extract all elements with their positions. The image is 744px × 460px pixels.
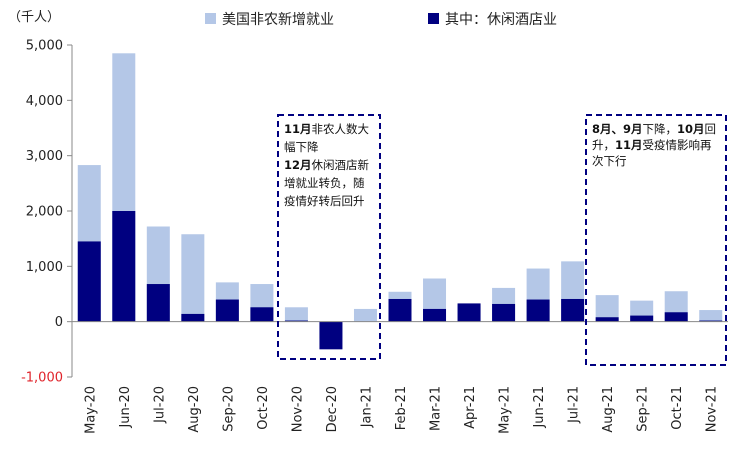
x-tick-label: Jul-20	[152, 386, 167, 424]
bar-leisure-Jul-21	[561, 298, 585, 322]
bar-total-Aug-21	[595, 295, 619, 322]
svg-text:次下行: 次下行	[592, 154, 627, 168]
annotation-box-2	[585, 114, 727, 366]
legend: 美国非农新增就业 其中：休闲酒店业	[205, 12, 557, 28]
bar-leisure-Jun-21	[526, 299, 550, 322]
bar-leisure-Nov-20	[284, 320, 308, 322]
bar-leisure-Oct-20	[250, 307, 274, 322]
x-axis-labels: May-20 Jun-20 Jul-20 Aug-20 Sep-20 Oct-20 Nov-…	[83, 386, 719, 434]
legend-swatch-total	[205, 13, 216, 24]
y-tick-label: 2,000	[26, 205, 63, 220]
legend-swatch-leisure	[428, 13, 439, 24]
x-tick-label: Sep-21	[636, 386, 651, 432]
x-tick-label: Aug-21	[601, 386, 616, 433]
x-tick-label: May-21	[498, 386, 513, 434]
y-tick-label: -1,000	[21, 371, 63, 386]
bar-total-Aug-20	[181, 234, 205, 322]
bar-leisure-Nov-21	[699, 320, 723, 322]
x-tick-label: Aug-20	[187, 386, 202, 433]
x-tick-label: Oct-21	[670, 386, 685, 430]
bar-total-Nov-21	[699, 310, 723, 322]
bar-leisure-Apr-21	[457, 303, 481, 322]
bar-leisure-Mar-21	[423, 308, 447, 322]
bar-leisure-Dec-20	[319, 321, 343, 350]
y-tick-label: 5,000	[26, 39, 63, 54]
x-tick-label: Jun-21	[532, 386, 547, 429]
bar-leisure-Sep-21	[630, 315, 654, 322]
x-tick-label: Nov-21	[705, 386, 720, 432]
unit-label: （千人）	[8, 10, 60, 25]
x-tick-label: Mar-21	[429, 386, 444, 431]
bar-leisure-Sep-20	[215, 299, 239, 322]
x-tick-label: Jan-21	[359, 386, 374, 428]
bar-leisure-Oct-21	[664, 312, 688, 322]
svg-text:12月休闲酒店新: 12月休闲酒店新	[284, 158, 370, 172]
legend-label-total: 美国非农新增就业	[222, 12, 334, 28]
y-tick-label: 1,000	[26, 260, 63, 275]
y-tick-label: 4,000	[26, 94, 63, 109]
svg-text:8月、9月下降，10月回: 8月、9月下降，10月回	[592, 122, 716, 136]
bar-total-Nov-20	[284, 307, 308, 322]
bar-leisure-Jul-20	[146, 284, 170, 322]
annotation-box-1	[277, 114, 381, 360]
svg-text:幅下降: 幅下降	[284, 140, 319, 154]
svg-text:增就业转负，随: 增就业转负，随	[284, 176, 365, 190]
x-tick-label: Jul-21	[567, 386, 582, 424]
bar-leisure-Feb-21	[388, 298, 412, 322]
bar-leisure-Aug-20	[181, 313, 205, 322]
bar-total-Jan-21	[353, 308, 377, 322]
x-tick-label: Feb-21	[394, 386, 409, 430]
bar-leisure-Aug-21	[595, 317, 619, 322]
x-tick-label: Oct-20	[256, 386, 271, 430]
y-axis: -1,000 0 1,000 2,000 3,000 4,000 5,000	[21, 39, 73, 386]
bar-leisure-May-20	[77, 241, 101, 322]
y-tick-label: 3,000	[26, 149, 63, 164]
bar-leisure-May-21	[492, 303, 516, 322]
legend-label-leisure: 其中：休闲酒店业	[445, 12, 557, 28]
y-tick-label: 0	[55, 315, 63, 330]
x-tick-label: May-20	[83, 386, 98, 434]
x-tick-label: Nov-20	[290, 386, 305, 432]
x-tick-label: Dec-20	[325, 386, 340, 432]
x-tick-label: Sep-20	[221, 386, 236, 432]
bars	[77, 53, 723, 350]
x-tick-label: Jun-20	[118, 386, 133, 429]
bar-leisure-Jun-20	[112, 211, 136, 322]
svg-text:11月非农人数大: 11月非农人数大	[284, 122, 370, 136]
svg-text:疫情好转后回升: 疫情好转后回升	[284, 194, 365, 208]
svg-text:升，11月受疫情影响再: 升，11月受疫情影响再	[592, 138, 712, 152]
x-tick-label: Apr-21	[463, 386, 478, 429]
